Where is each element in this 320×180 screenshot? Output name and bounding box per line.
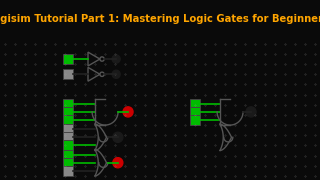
Bar xyxy=(63,124,73,134)
Bar xyxy=(63,99,73,109)
Bar xyxy=(63,166,73,176)
Circle shape xyxy=(113,158,123,168)
Bar xyxy=(63,107,73,117)
Text: Logisim Tutorial Part 1: Mastering Logic Gates for Beginners!: Logisim Tutorial Part 1: Mastering Logic… xyxy=(0,14,320,24)
Bar xyxy=(190,107,200,117)
Bar xyxy=(63,115,73,125)
Bar xyxy=(63,158,73,168)
Bar xyxy=(63,150,73,160)
Bar xyxy=(190,99,200,109)
Circle shape xyxy=(246,107,256,117)
Bar xyxy=(63,54,73,64)
Bar xyxy=(63,140,73,150)
Bar xyxy=(63,69,73,79)
Circle shape xyxy=(112,70,120,78)
Circle shape xyxy=(112,55,120,63)
Bar xyxy=(63,132,73,142)
Bar xyxy=(190,115,200,125)
Circle shape xyxy=(123,107,133,117)
Circle shape xyxy=(113,132,123,142)
